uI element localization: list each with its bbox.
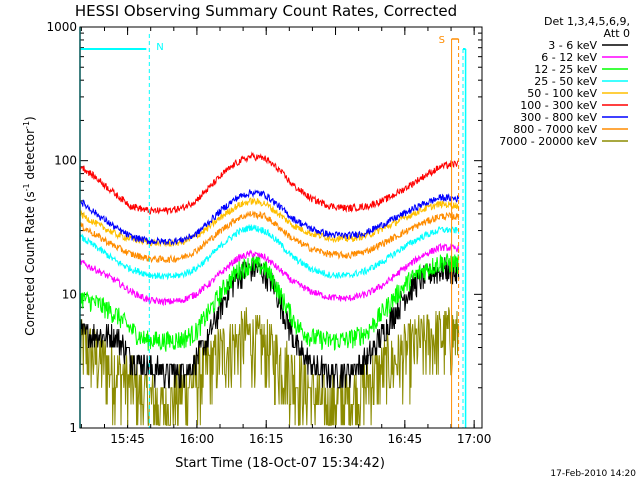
legend-label: 800 - 7000 keV [513,123,597,136]
marker-s-label: S [439,35,445,46]
footer-date: 17-Feb-2010 14:20 [550,469,636,479]
x-tick-label: 16:45 [388,432,423,446]
y-tick-label: 1 [69,421,77,435]
y-tick-label: 10 [62,287,77,301]
legend-header-line1: Det 1,3,4,5,6,9, [544,15,630,28]
series-1-line [80,242,460,307]
plot-frame [79,26,483,429]
svg-text:Corrected Count Rate (s-1 dete: Corrected Count Rate (s-1 detector-1) [22,116,37,335]
series-5-line [80,151,460,216]
plot-area: 1 10 100 1000 15:45 16:00 16:15 16:30 16:45 17:00… [46,20,491,446]
marker-n-label: N [156,42,163,53]
series-6-line [80,189,460,246]
legend-label: 3 - 6 keV [548,39,597,52]
series-3-line [80,224,460,281]
legend-label: 25 - 50 keV [534,75,597,88]
x-tick-label: 16:00 [180,432,215,446]
legend-label: 6 - 12 keV [541,51,597,64]
y-axis-label: Corrected Count Rate (s-1 detector-1) [22,116,37,335]
series-7-line [80,210,460,264]
legend-label: 100 - 300 keV [520,99,597,112]
legend-label: 300 - 800 keV [520,111,597,124]
legend-label: 12 - 25 keV [534,63,597,76]
legend-header-line2: Att 0 [604,27,630,40]
legend-label: 7000 - 20000 keV [499,135,597,148]
x-tick-label: 16:30 [318,432,353,446]
y-tick-label: 1000 [46,20,77,34]
series-4-line [80,197,460,248]
marker-s: S [439,35,467,428]
legend-label: 50 - 100 keV [527,87,597,100]
series-group [80,151,460,426]
x-tick-label: 17:00 [457,432,492,446]
chart-title: HESSI Observing Summary Count Rates, Cor… [75,2,457,20]
x-tick-label: 15:45 [110,432,145,446]
y-tick-label: 100 [54,154,77,168]
x-axis-label: Start Time (18-Oct-07 15:34:42) [175,456,385,471]
series-8-line [80,307,460,426]
series-2-line [80,253,460,352]
x-tick-label: 16:15 [249,432,284,446]
